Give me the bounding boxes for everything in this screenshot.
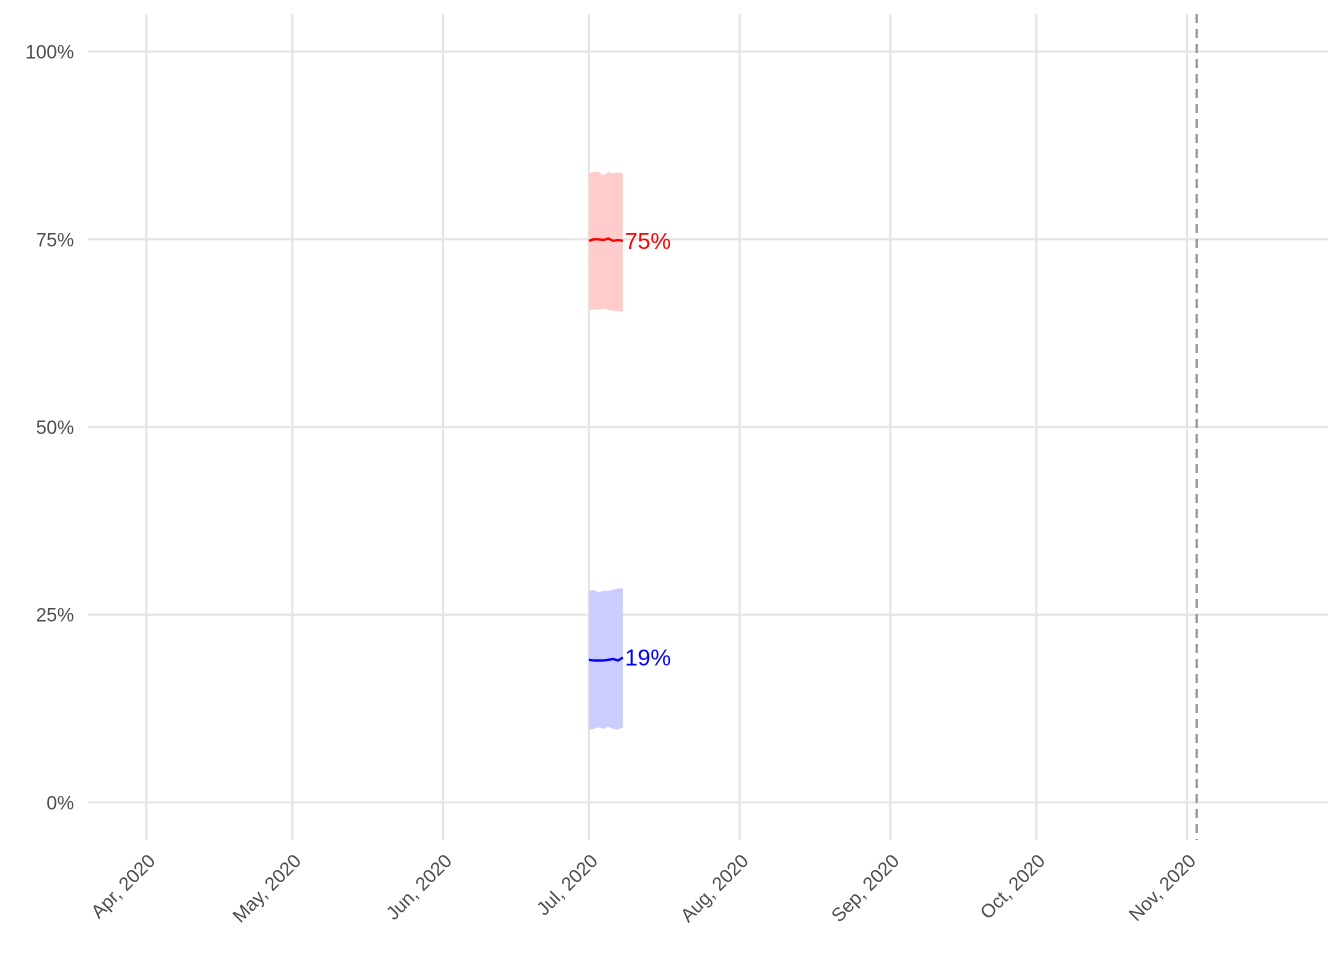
y-tick-label: 0%	[47, 793, 75, 814]
x-tick-label: Sep, 2020	[828, 851, 904, 927]
y-tick-label: 50%	[36, 418, 74, 439]
grid-layer	[88, 14, 1328, 840]
x-tick-label: Jun, 2020	[383, 851, 457, 925]
y-tick-label: 100%	[25, 43, 74, 64]
series-end-label-0: 75%	[625, 228, 671, 254]
x-tick-label: Apr, 2020	[88, 851, 160, 923]
y-tick-label: 25%	[36, 606, 74, 627]
x-tick-label: Nov, 2020	[1125, 851, 1200, 926]
x-tick-label: Oct, 2020	[977, 851, 1050, 924]
series-layer	[588, 171, 624, 730]
series-end-label-1: 19%	[625, 645, 671, 671]
y-tick-label: 75%	[36, 230, 74, 251]
x-tick-label: Aug, 2020	[677, 851, 753, 927]
series-line-1	[588, 656, 624, 662]
confidence-band-0	[588, 171, 623, 312]
x-tick-label: Jul, 2020	[533, 851, 602, 920]
series-line-0	[588, 237, 624, 243]
x-tick-label: May, 2020	[229, 851, 306, 928]
